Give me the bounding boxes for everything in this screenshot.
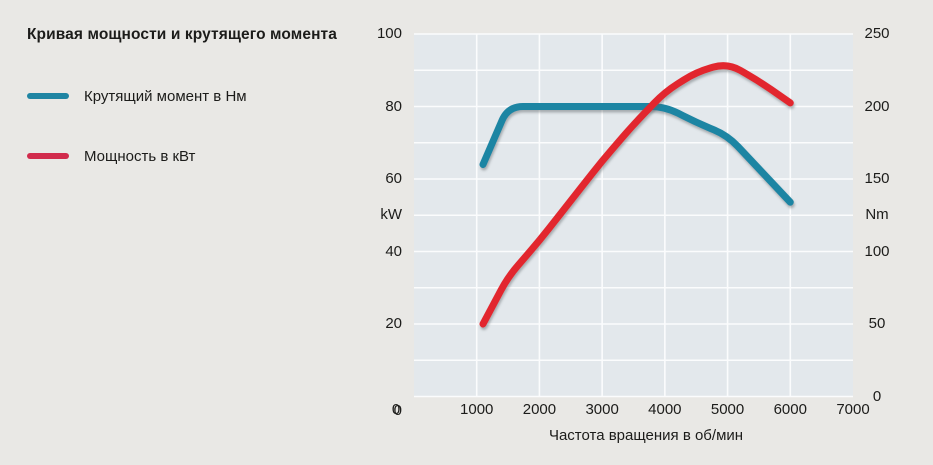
legend-item-power: Мощность в кВт [27,147,195,165]
legend-label-power: Мощность в кВт [84,147,196,165]
torque-line-swatch [27,92,69,100]
power-line-swatch [27,152,69,160]
legend-item-torque: Крутящий момент в Нм [27,87,247,105]
legend-label-torque: Крутящий момент в Нм [84,87,247,105]
chart-title: Кривая мощности и крутящего момента [27,26,337,43]
